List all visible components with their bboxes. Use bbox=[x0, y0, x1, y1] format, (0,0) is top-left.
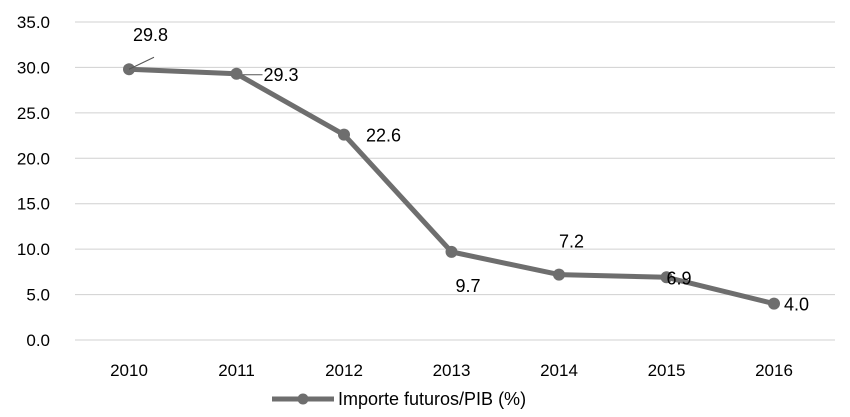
data-point bbox=[230, 67, 243, 80]
data-point bbox=[553, 268, 565, 281]
data-label: 9.7 bbox=[456, 276, 481, 296]
x-tick-label: 2016 bbox=[755, 361, 793, 380]
x-axis: 2010 2011 2012 2013 2014 2015 2016 bbox=[110, 361, 793, 380]
data-point bbox=[338, 128, 350, 141]
y-tick-label: 30.0 bbox=[17, 58, 50, 77]
y-tick-label: 35.0 bbox=[17, 13, 50, 32]
y-tick-label: 5.0 bbox=[26, 286, 50, 305]
legend-dot-marker bbox=[297, 393, 309, 405]
series-group: 29.8 29.3 22.6 9.7 7.2 6.9 4.0 bbox=[123, 25, 809, 315]
data-label: 4.0 bbox=[784, 295, 809, 315]
x-tick-label: 2013 bbox=[433, 361, 471, 380]
x-tick-label: 2010 bbox=[110, 361, 148, 380]
data-label: 29.8 bbox=[133, 25, 168, 45]
data-label: 6.9 bbox=[667, 268, 692, 288]
y-tick-label: 10.0 bbox=[17, 240, 50, 259]
x-tick-label: 2015 bbox=[648, 361, 686, 380]
y-axis: 0.0 5.0 10.0 15.0 20.0 25.0 30.0 35.0 bbox=[17, 13, 50, 350]
data-point bbox=[445, 245, 458, 258]
legend: Importe futuros/PIB (%) bbox=[272, 389, 526, 409]
data-point bbox=[660, 271, 673, 284]
y-tick-label: 15.0 bbox=[17, 195, 50, 214]
data-label: 29.3 bbox=[264, 65, 299, 85]
label-leader-line bbox=[128, 56, 155, 70]
y-tick-label: 20.0 bbox=[17, 149, 50, 168]
x-tick-label: 2014 bbox=[540, 361, 578, 380]
data-point bbox=[768, 297, 780, 310]
data-label: 7.2 bbox=[559, 232, 584, 252]
y-tick-label: 25.0 bbox=[17, 104, 50, 123]
x-tick-label: 2012 bbox=[325, 361, 363, 380]
x-tick-label: 2011 bbox=[218, 361, 255, 380]
data-label: 22.6 bbox=[366, 126, 401, 146]
legend-label: Importe futuros/PIB (%) bbox=[338, 389, 526, 409]
y-tick-label: 0.0 bbox=[26, 331, 50, 350]
